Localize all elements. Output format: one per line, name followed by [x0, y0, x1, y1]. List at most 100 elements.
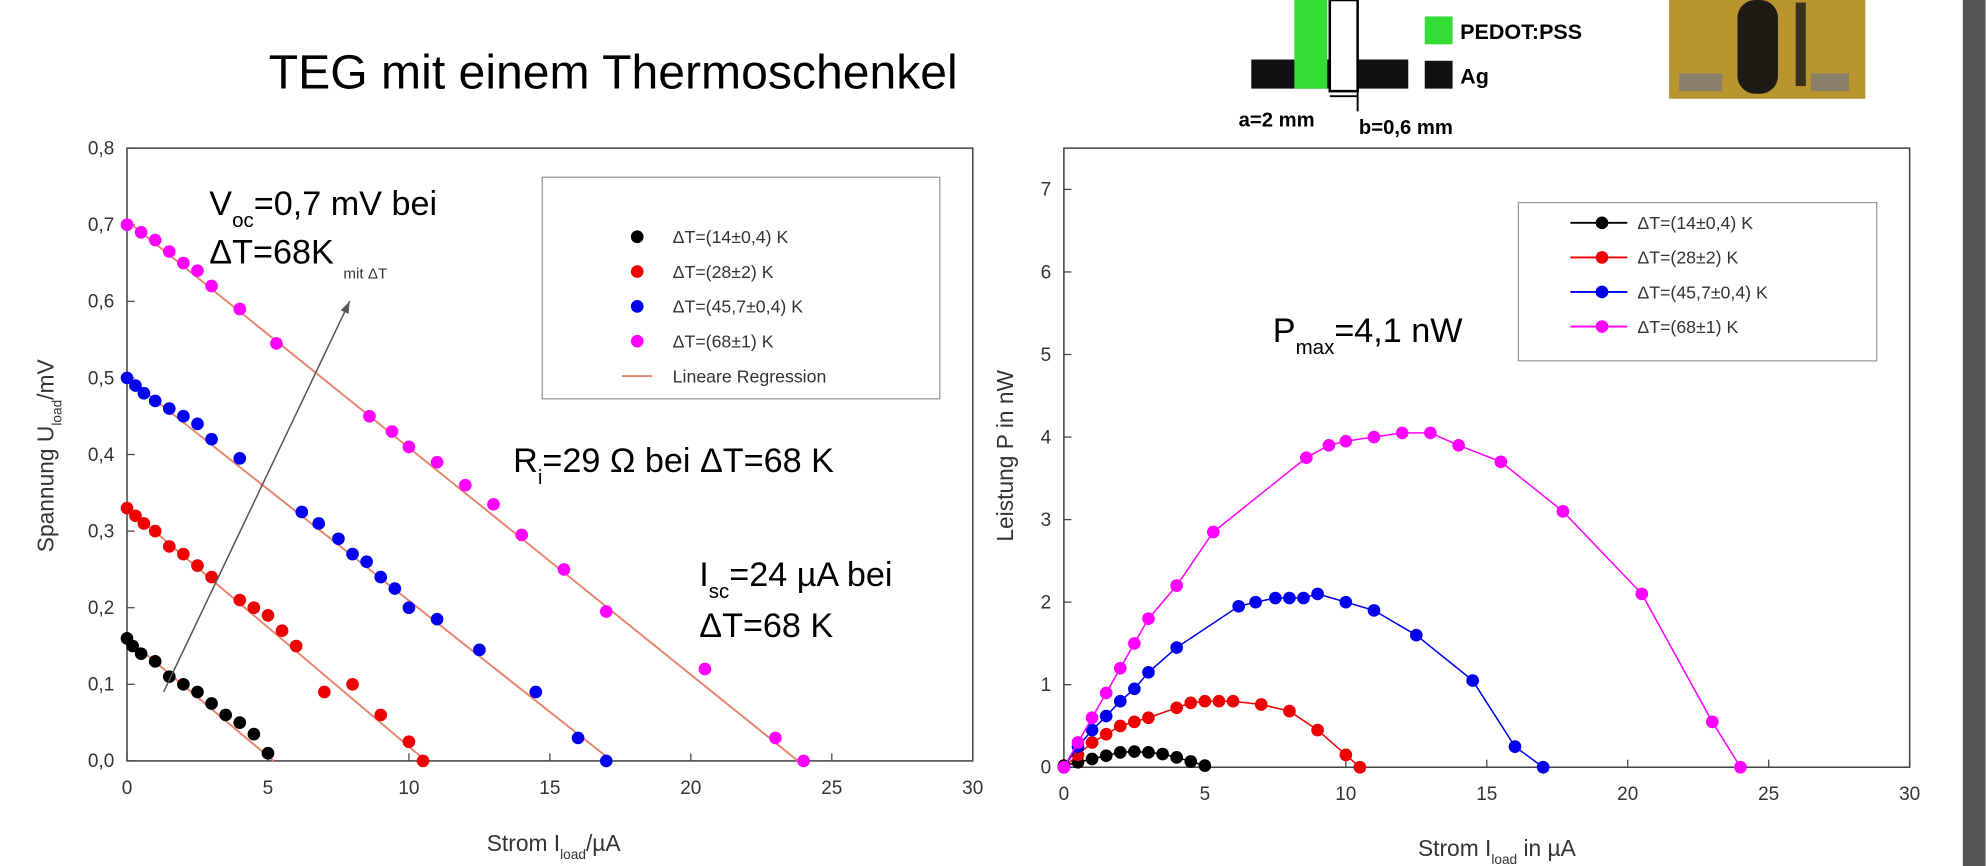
edge-strip [1962, 0, 1986, 866]
data-point [374, 570, 388, 584]
data-point [529, 685, 543, 699]
data-point [1113, 694, 1127, 708]
data-point [126, 639, 139, 653]
y-axis-label-part: /mV [33, 359, 59, 400]
data-point [1071, 736, 1085, 749]
data-point [1367, 430, 1381, 444]
data-point [261, 609, 275, 622]
data-point [275, 624, 289, 638]
x-tick-label: 20 [680, 778, 701, 799]
annotation: Ri=29 Ω bei ΔT=68 K [513, 442, 834, 489]
data-point [1113, 746, 1127, 759]
annotation-part: i [538, 466, 543, 489]
data-point [797, 754, 810, 768]
data-point [1198, 694, 1212, 708]
legend-swatch [1424, 16, 1453, 45]
data-point [1128, 715, 1141, 729]
y-tick-label: 0,2 [88, 598, 114, 619]
annotation-part: oc [232, 209, 254, 232]
data-point [1232, 599, 1246, 613]
annotation-part: =4,1 nW [1334, 312, 1463, 350]
legend-marker [1595, 285, 1609, 299]
data-point [1311, 587, 1324, 601]
data-point [1057, 760, 1071, 774]
y-tick-label: 0,6 [88, 292, 114, 313]
data-point [177, 256, 190, 270]
data-point [233, 302, 247, 316]
y-tick-label: 0,7 [88, 215, 114, 236]
data-point [1300, 451, 1313, 465]
annotation-part: V [209, 185, 232, 223]
data-point [1322, 438, 1336, 452]
data-point [416, 754, 430, 768]
data-point [1311, 723, 1324, 737]
annotation-part: ΔT=68 K [699, 607, 833, 645]
data-point [148, 524, 162, 538]
legend-label: PEDOT:PSS [1460, 20, 1582, 44]
x-axis-label: Strom Iload in µA [1418, 835, 1577, 866]
data-point [430, 455, 444, 469]
y-tick-label: 4 [1041, 427, 1052, 448]
data-point [205, 279, 218, 293]
data-point [599, 754, 613, 768]
data-point [233, 452, 247, 465]
x-tick-label: 15 [1476, 784, 1497, 805]
data-point [515, 528, 529, 542]
data-point [120, 501, 134, 515]
y-tick-label: 0 [1041, 758, 1052, 779]
data-point [1099, 749, 1113, 763]
b-label: b=0,6 mm [1359, 117, 1453, 139]
legend-label: ΔT=(28±2) K [673, 262, 774, 282]
data-point [233, 593, 247, 607]
annotation: ΔT=68K [209, 233, 334, 271]
arrow-label: mit ΔT [343, 266, 387, 283]
data-point [1099, 709, 1113, 723]
data-point [205, 697, 218, 710]
slide-title: TEG mit einem Thermoschenkel [269, 46, 958, 100]
legend-marker [630, 300, 644, 313]
data-point [162, 540, 176, 553]
data-point [346, 677, 359, 691]
data-point [1367, 604, 1381, 617]
legend-marker [1595, 216, 1609, 230]
legend-label: ΔT=(45,7±0,4) K [1637, 282, 1768, 302]
data-point [191, 417, 204, 431]
annotation-part: =0,7 mV bei [254, 185, 437, 223]
data-point [137, 517, 151, 530]
data-point [332, 532, 345, 546]
annotation-part: P [1273, 312, 1296, 350]
x-axis-label-part: Strom I [487, 830, 560, 856]
y-tick-label: 6 [1041, 262, 1052, 283]
data-point [1099, 727, 1113, 741]
data-point [1113, 719, 1127, 733]
y-tick-label: 0,4 [88, 445, 114, 466]
annotation: Voc=0,7 mV bei [209, 185, 437, 231]
data-point [1705, 715, 1719, 729]
data-point [1085, 723, 1099, 737]
data-point [1353, 760, 1367, 774]
data-point [270, 337, 283, 350]
data-point [120, 218, 134, 232]
annotation-part: I [699, 556, 709, 594]
y-axis-label-part: Spannung U [33, 426, 59, 553]
data-point [1452, 438, 1465, 452]
data-point [205, 432, 218, 446]
legend-label: Ag [1460, 65, 1489, 89]
data-point [148, 233, 162, 247]
x-axis-label-part: /µA [586, 830, 621, 856]
data-point [1212, 694, 1226, 708]
data-point [1339, 595, 1353, 609]
data-point [1113, 661, 1127, 675]
data-point [360, 555, 373, 569]
legend-box [1517, 201, 1878, 362]
data-point [129, 509, 142, 523]
data-point [1142, 711, 1155, 725]
data-point [473, 643, 486, 657]
data-point [346, 547, 359, 561]
legend-label: ΔT=(14±0,4) K [1637, 213, 1753, 233]
data-point [1170, 701, 1183, 715]
data-point [1734, 760, 1747, 774]
photo [1669, 0, 1866, 99]
data-point [1085, 752, 1099, 766]
